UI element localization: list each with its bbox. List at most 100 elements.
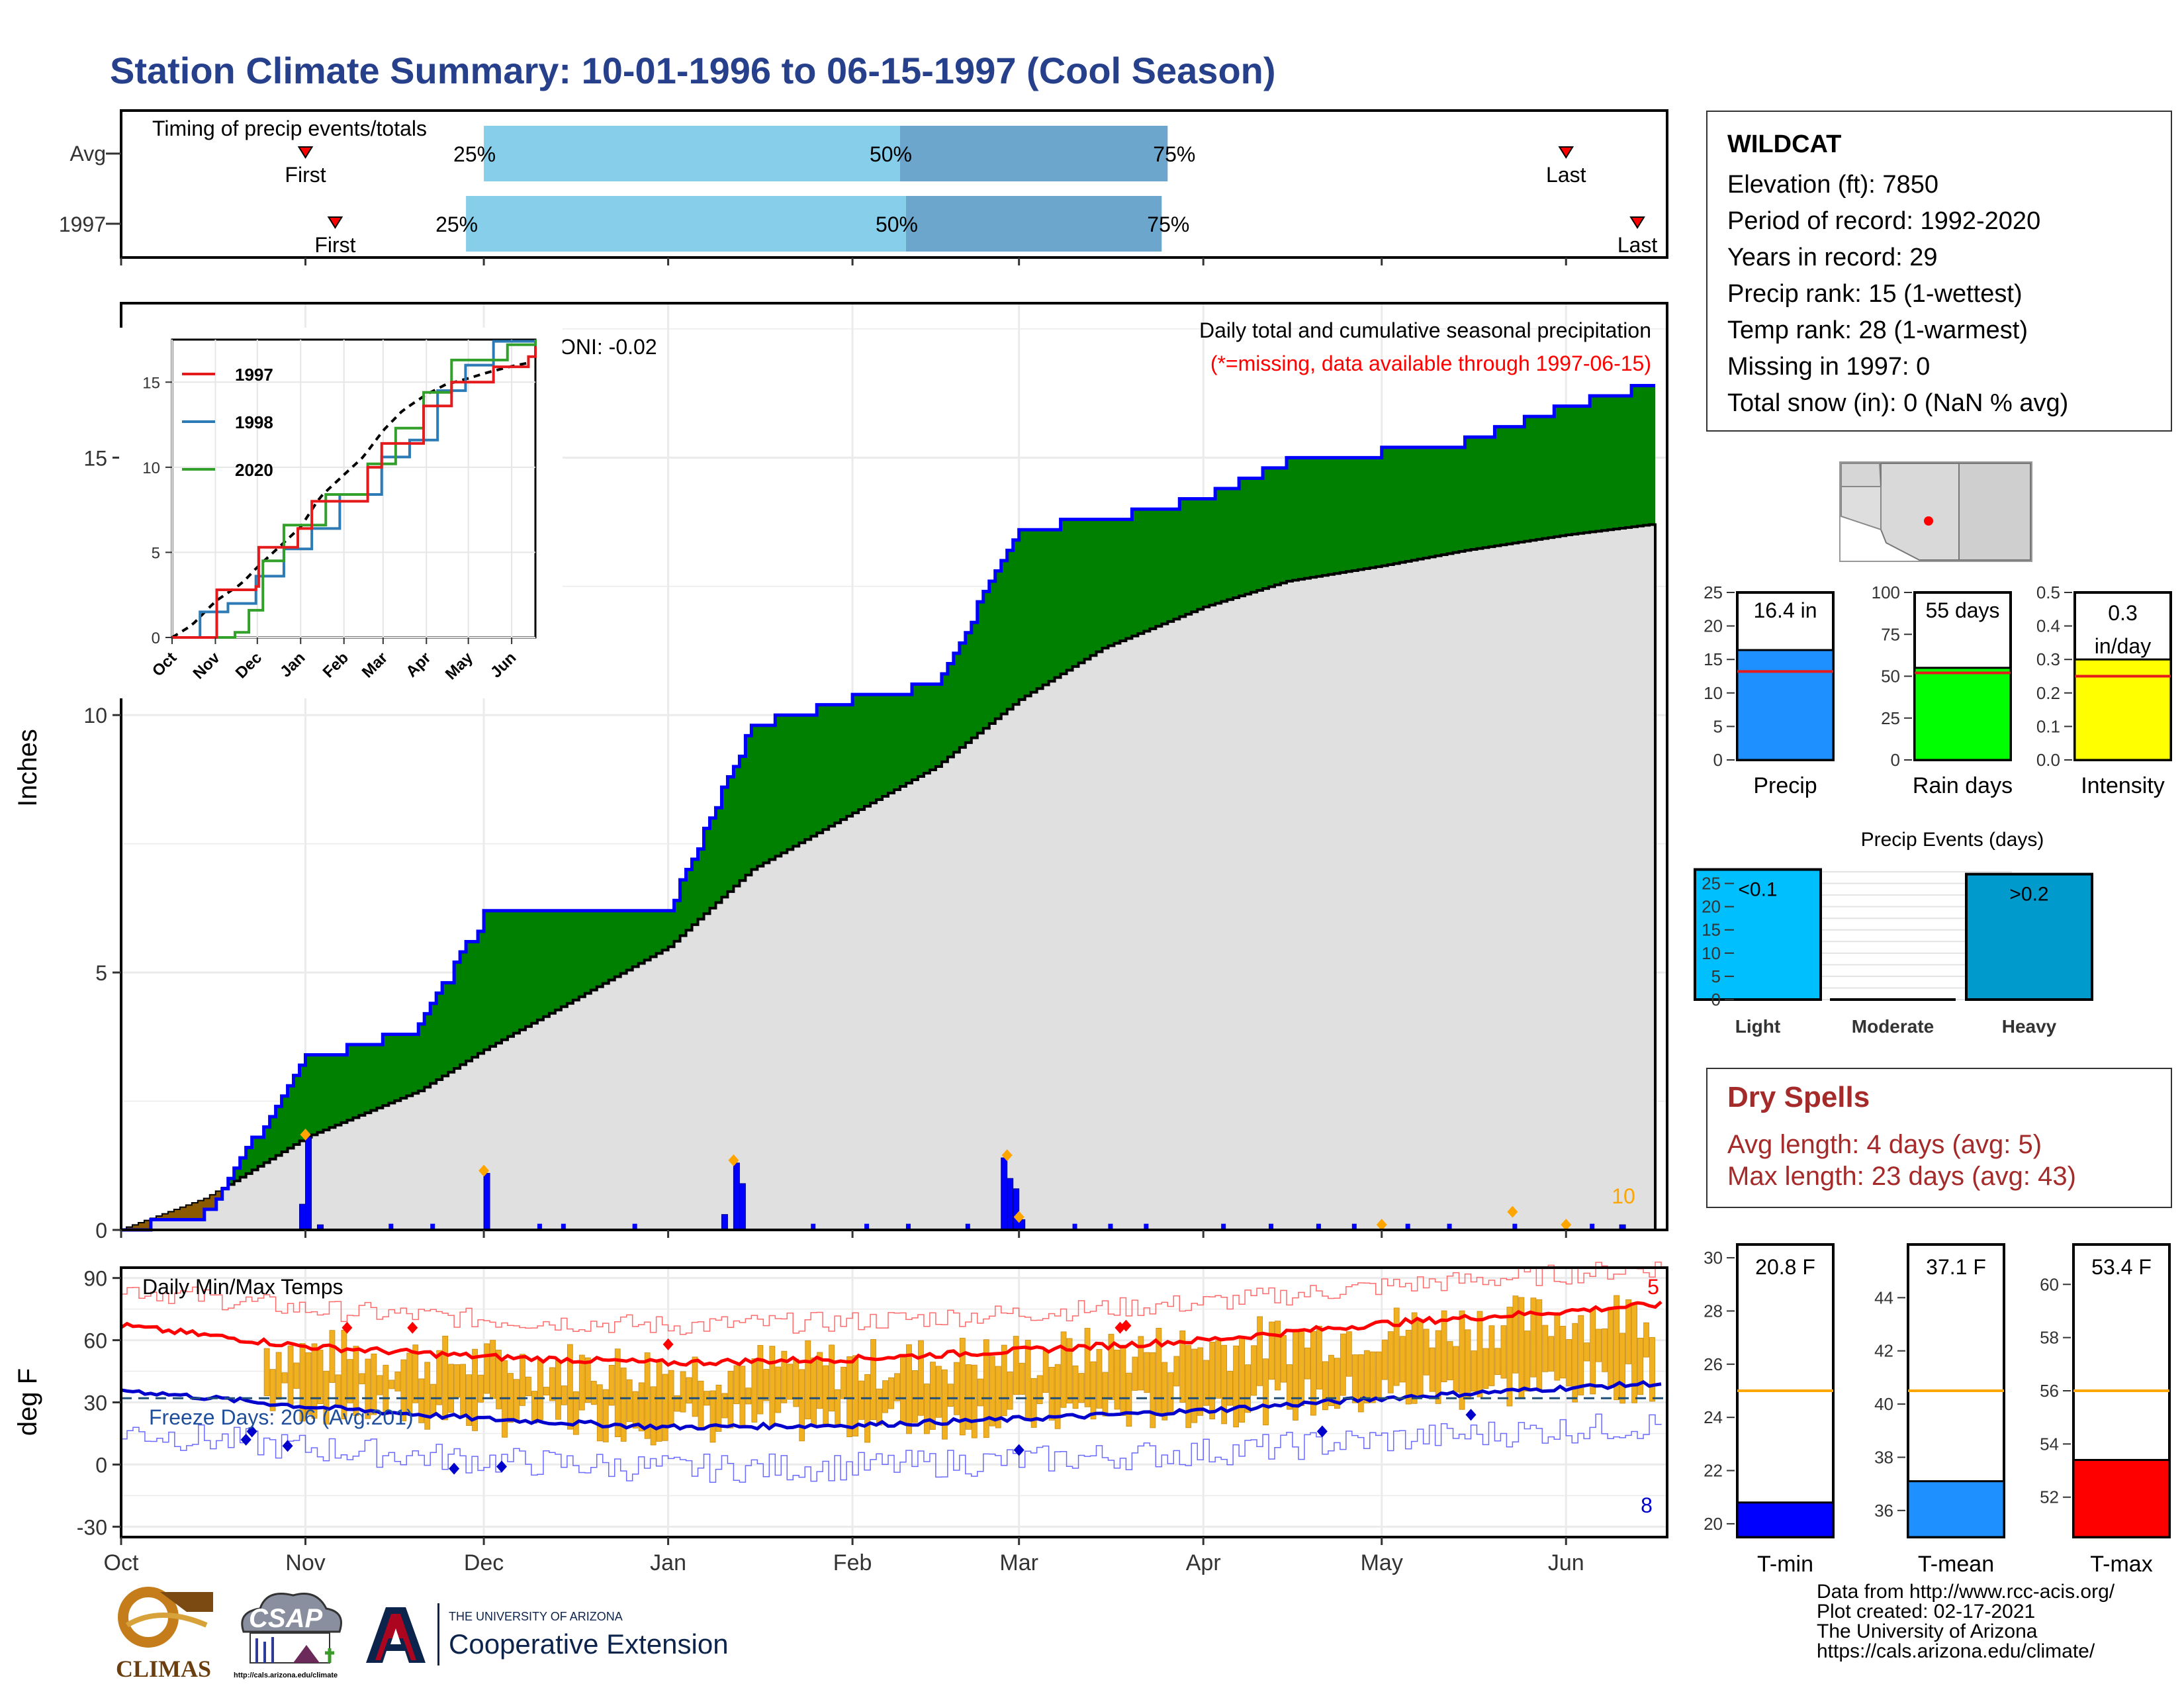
daily-precip-bar [1001,1157,1008,1231]
climas-logo-text: CLIMAS [115,1656,212,1682]
daily-temp-bar [293,1362,300,1389]
timing-last-marker [1629,216,1645,229]
daily-temp-bar [1078,1373,1085,1403]
mini-bar-tick-label: 10 [1704,683,1723,703]
daily-temp-bar [1625,1299,1631,1364]
temp-mini-tick-label: 40 [1874,1394,1893,1414]
daily-temp-bar [715,1384,722,1432]
temp-x-tick-label: May [1361,1550,1403,1575]
daily-temp-bar [727,1370,734,1429]
daily-temp-bar [775,1366,782,1413]
mini-bar-label: Intensity [2081,773,2165,798]
daily-precip-bar [388,1223,394,1230]
daily-temp-bar [739,1366,746,1427]
csap-logo-text: CSAP [249,1604,323,1633]
daily-temp-bar [1227,1370,1234,1406]
timing-first-label: First [285,163,326,187]
station-temp-rank: Temp rank: 28 (1-warmest) [1727,316,2028,344]
temp-mini-t-mean: 37.1 F T-mean 44 42 40 38 36 [1874,1243,2005,1577]
daily-precip-bar [1316,1223,1321,1230]
daily-temp-bar [371,1353,377,1415]
daily-temp-bar [424,1362,431,1430]
mini-bar-tick-label: 15 [1704,649,1723,669]
daily-temp-bar [1512,1295,1519,1374]
daily-temp-bar [347,1359,353,1403]
daily-temp-bar [590,1381,597,1405]
daily-temp-bar [1281,1335,1287,1383]
daily-temp-bar [947,1383,954,1407]
oni-label: ONI: -0.02 [559,335,657,359]
daily-temp-bar [496,1350,502,1409]
daily-temp-bar [1387,1331,1394,1393]
mini-bar-tick-label: 50 [1881,667,1900,686]
mini-bar-tick-label: 20 [1704,616,1723,636]
temp-mini-tick-label: 54 [2040,1434,2059,1454]
daily-temp-bar [1108,1334,1115,1400]
station-name: WILDCAT [1727,130,1842,158]
temp-mini-label: T-max [2090,1552,2152,1577]
daily-temp-bar [436,1350,443,1405]
daily-temp-bar [1471,1350,1477,1392]
daily-temp-bar [1435,1330,1441,1404]
daily-temp-bar [578,1354,585,1411]
average-cumulative-area [121,523,1657,1231]
daily-temp-bar [1150,1352,1156,1429]
daily-precip-bar [811,1223,816,1230]
daily-temp-bar [650,1386,657,1446]
mini-bar-value: 55 days [1925,598,1999,622]
daily-temp-bar [543,1387,549,1395]
mini-bar-fill [1736,649,1835,761]
climas-logo: CLIMAS [107,1585,220,1682]
daily-precip-bar [905,1223,911,1230]
daily-temp-bar [1465,1329,1471,1400]
daily-temp-bar [1197,1347,1204,1416]
daily-temp-bar [1482,1348,1489,1389]
daily-temp-bar [454,1364,461,1398]
daily-temp-bar [1144,1352,1150,1393]
inset-legend-label: 2020 [235,460,273,480]
daily-temp-bar [1578,1315,1584,1395]
daily-temp-bar [638,1382,645,1432]
temp-mini-label: T-min [1757,1552,1813,1577]
precip-ylabel: Inches [13,729,42,807]
daily-precip-bar [632,1223,637,1230]
mini-bar-tick-label: 0.4 [2036,616,2060,636]
events-bar [1694,868,1822,1002]
daily-temp-bar [1643,1322,1649,1358]
station-years: Years in record: 29 [1727,244,1938,271]
daily-temp-bar [1203,1360,1210,1406]
daily-temp-bar [490,1340,496,1399]
inset-line-1997 [172,346,537,639]
daily-temp-bar [1340,1333,1346,1396]
record-high-marker [1120,1319,1132,1332]
temp-mini-fill [1907,1480,2005,1538]
mini-bar-tick-label: 0.5 [2036,583,2060,602]
daily-temp-bar [632,1391,639,1429]
daily-temp-bar [1619,1333,1626,1404]
daily-temp-bar [1138,1336,1144,1391]
daily-temp-bar [823,1365,829,1425]
daily-temp-bar [1036,1375,1043,1405]
daily-temp-bar [1345,1331,1352,1377]
daily-temp-bar [1084,1328,1091,1407]
cumulative-1997-line [121,383,1656,1232]
daily-temp-bar [1310,1331,1316,1416]
daily-precip-bar [1007,1178,1014,1231]
temp-x-tick-label: Feb [833,1550,872,1575]
timing-row-1997: 1997 [59,212,106,236]
daily-temp-bar [1637,1337,1643,1395]
daily-temp-bar [1423,1329,1430,1376]
daily-temp-bar [1411,1312,1418,1404]
daily-temp-bar [472,1348,478,1431]
inset-y-tick-label: 0 [152,630,160,647]
daily-temp-bar [918,1340,924,1416]
mini-bar-tick-label: 5 [1713,716,1723,736]
mini-bar-precip: 16.4 in Precip 25 20 15 10 5 0 [1704,583,1835,798]
daily-temp-bar [1019,1362,1025,1395]
record-low-marker [449,1462,460,1475]
daily-temp-bar [1614,1295,1620,1401]
mini-bar-value: in/day [2095,634,2151,658]
daily-temp-bar [1524,1331,1531,1392]
mini-bar-intensity: 0.3 in/day Intensity 0.5 0.4 0.3 0.2 0.1 0.0 [2036,583,2172,798]
events-bar-label: Light [1735,1016,1780,1037]
